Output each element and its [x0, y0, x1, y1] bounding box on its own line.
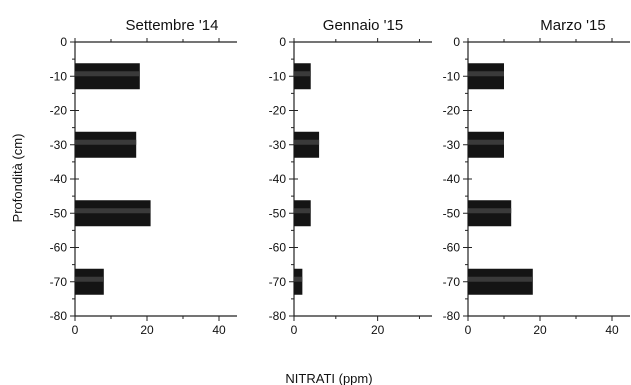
bar-band: [468, 71, 504, 77]
y-tick-label: -80: [269, 309, 287, 323]
panel-axes: [293, 41, 432, 317]
y-tick-label: -60: [443, 241, 461, 255]
y-tick-label: -20: [50, 104, 68, 118]
x-tick-label: 20: [371, 323, 385, 337]
bar-band: [75, 208, 151, 214]
y-tick-label: -10: [269, 69, 287, 83]
bar-band: [468, 276, 533, 282]
y-tick-label: 0: [453, 35, 460, 49]
y-tick-label: -10: [443, 69, 461, 83]
y-tick-label: -10: [50, 69, 68, 83]
y-tick-label: -30: [443, 138, 461, 152]
y-tick-label: -40: [269, 172, 287, 186]
x-tick-label: 0: [465, 323, 472, 337]
x-axis-label: NITRATI (ppm): [285, 371, 372, 385]
y-tick-label: -60: [269, 241, 287, 255]
y-tick-label: -30: [269, 138, 287, 152]
panel-title: Settembre '14: [126, 17, 219, 34]
x-tick-label: 0: [291, 323, 298, 337]
bar-band: [294, 208, 311, 214]
y-tick-label: 0: [60, 35, 67, 49]
panel-title: Gennaio '15: [323, 17, 403, 34]
y-tick-label: -20: [443, 104, 461, 118]
bar-band: [468, 139, 504, 145]
y-tick-label: -40: [50, 172, 68, 186]
y-tick-label: -60: [50, 241, 68, 255]
panel-2: Gennaio '15 0 -10 -20 -30 -40 -50 -60 -70 -80 0 20: [269, 17, 432, 337]
y-tick-label: -50: [50, 206, 68, 220]
x-tick-label: 20: [140, 323, 154, 337]
x-tick-label: 0: [72, 323, 79, 337]
x-tick-label: 40: [605, 323, 619, 337]
y-tick-label: -70: [269, 275, 287, 289]
panel-title: Marzo '15: [540, 17, 605, 34]
y-tick-label: 0: [279, 35, 286, 49]
bar-band: [75, 276, 104, 282]
bar-band: [75, 71, 140, 77]
y-tick-label: -40: [443, 172, 461, 186]
bar-band: [294, 276, 303, 282]
y-tick-label: -30: [50, 138, 68, 152]
bar-band: [294, 139, 320, 145]
y-tick-label: -70: [50, 275, 68, 289]
panel-1: Settembre '14 0 -10 -20 -30 -40 -50 -60 -70 -80 0 2…: [50, 17, 237, 337]
x-tick-label: 20: [533, 323, 547, 337]
y-tick-label: -20: [269, 104, 287, 118]
bar-band: [75, 139, 137, 145]
y-tick-label: -50: [269, 206, 287, 220]
y-tick-label: -50: [443, 206, 461, 220]
y-tick-label: -70: [443, 275, 461, 289]
y-tick-label: -80: [443, 309, 461, 323]
panel-3: Marzo '15 0 -10 -20 -30 -40 -50 -60 -70 -80 0 20 40: [443, 17, 630, 337]
y-tick-label: -80: [50, 309, 68, 323]
y-axis-label: Profondità (cm): [10, 134, 25, 223]
bar-band: [294, 71, 311, 77]
x-tick-label: 40: [212, 323, 226, 337]
bar-band: [468, 208, 512, 214]
panels: Settembre '14 0 -10 -20 -30 -40 -50 -60 -70 -80 0 2…: [50, 17, 630, 337]
